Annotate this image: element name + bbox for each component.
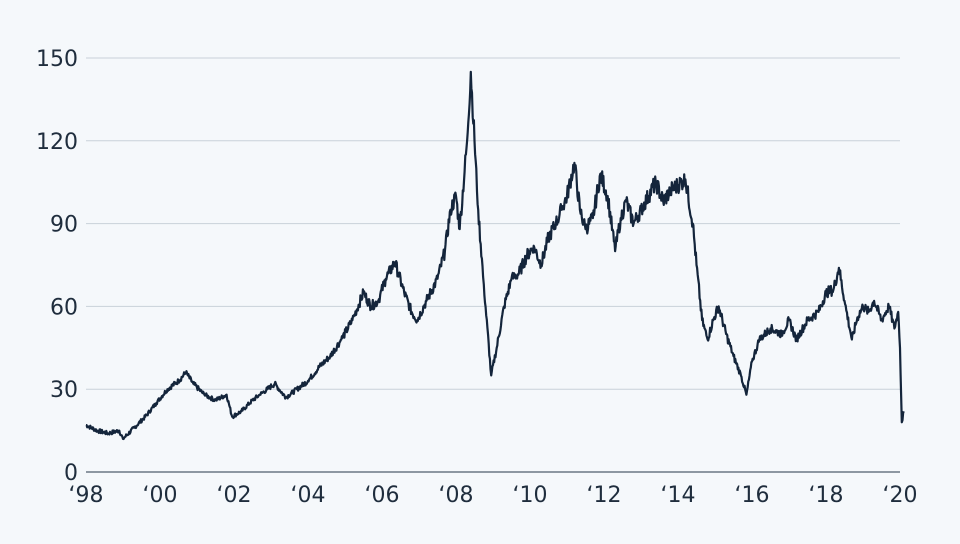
x-tick-label: ‘00 [143, 483, 178, 508]
x-tick-label: ‘98 [69, 483, 104, 508]
y-tick-label: 90 [50, 213, 78, 238]
x-tick-label: ‘12 [587, 483, 622, 508]
y-tick-label: 0 [64, 461, 78, 486]
grid-lines [86, 57, 900, 390]
x-tick-label: ‘14 [661, 483, 696, 508]
x-tick-label: ‘04 [291, 483, 326, 508]
y-axis-tick-labels: 0 30 60 90 120 150 [36, 47, 78, 486]
x-tick-label: ‘20 [883, 483, 918, 508]
y-tick-label: 60 [50, 295, 78, 320]
x-axis-tick-labels: ‘98 ‘00 ‘02 ‘04 ‘06 ‘08 ‘10 ‘12 ‘14 ‘16 ‘18 ‘20 [69, 483, 918, 508]
x-tick-label: ‘06 [365, 483, 400, 508]
x-tick-label: ‘02 [217, 483, 252, 508]
x-tick-label: ‘08 [439, 483, 474, 508]
y-tick-label: 120 [36, 130, 78, 155]
y-tick-label: 30 [50, 378, 78, 403]
series-line [85, 70, 905, 441]
y-tick-label: 150 [36, 47, 78, 72]
x-tick-label: ‘18 [809, 483, 844, 508]
x-tick-label: ‘10 [513, 483, 548, 508]
x-tick-label: ‘16 [735, 483, 770, 508]
